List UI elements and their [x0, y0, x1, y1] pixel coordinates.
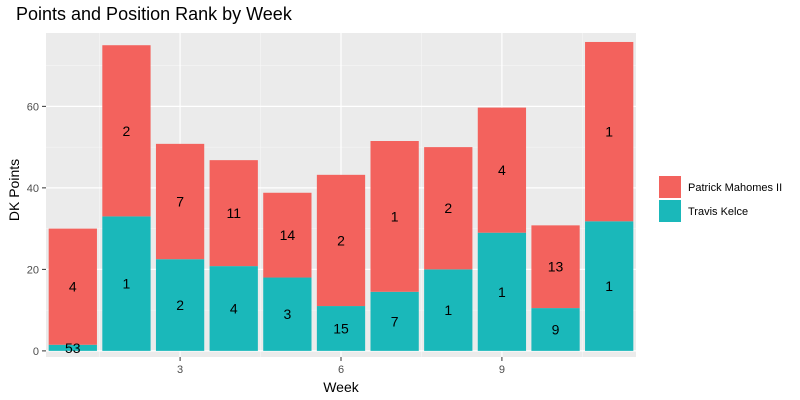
bar-patrick-mahomes: [209, 160, 258, 267]
bar-travis-kelce: [48, 344, 97, 351]
bar-travis-kelce: [316, 306, 366, 351]
chart-title: Points and Position Rank by Week: [16, 4, 293, 24]
bar-travis-kelce: [370, 291, 419, 351]
bar-label-travis-kelce: 3: [283, 306, 291, 322]
bar-label-patrick-mahomes: 1: [391, 208, 399, 224]
bar-label-patrick-mahomes: 2: [444, 200, 452, 216]
bar-patrick-mahomes: [155, 143, 205, 260]
bar-label-patrick-mahomes: 4: [498, 162, 506, 178]
bar-label-travis-kelce: 7: [391, 313, 399, 329]
y-tick-label: 40: [27, 183, 39, 195]
bar-patrick-mahomes: [316, 174, 366, 307]
bar-patrick-mahomes: [263, 192, 312, 278]
x-axis-title: Week: [323, 379, 360, 395]
bar-label-travis-kelce: 9: [552, 321, 560, 337]
x-tick-label: 6: [338, 364, 344, 376]
bar-label-travis-kelce: 4: [230, 301, 238, 317]
bar-label-travis-kelce: 1: [444, 302, 452, 318]
bar-patrick-mahomes: [48, 228, 97, 345]
bar-patrick-mahomes: [477, 107, 527, 233]
bar-travis-kelce: [424, 269, 473, 351]
bar-travis-kelce: [102, 216, 151, 351]
legend: Patrick Mahomes II Travis Kelce: [659, 176, 782, 222]
bar-label-travis-kelce: 1: [605, 278, 613, 294]
legend-label: Travis Kelce: [688, 206, 748, 218]
y-tick-label: 60: [27, 101, 39, 113]
bar-label-travis-kelce: 1: [123, 276, 131, 292]
bar-label-patrick-mahomes: 11: [226, 205, 241, 221]
bar-label-travis-kelce: 1: [498, 284, 506, 300]
bar-patrick-mahomes: [585, 41, 634, 222]
bar-label-patrick-mahomes: 14: [280, 227, 296, 243]
y-axis-title: DK Points: [6, 159, 22, 221]
bar-label-patrick-mahomes: 2: [337, 232, 345, 248]
bar-patrick-mahomes: [531, 225, 580, 309]
bar-label-patrick-mahomes: 4: [69, 279, 77, 295]
bar-travis-kelce: [155, 259, 205, 351]
bar-travis-kelce: [477, 232, 527, 351]
bar-travis-kelce: [209, 266, 258, 351]
x-tick-label: 3: [177, 364, 183, 376]
x-tick-label: 9: [499, 364, 505, 376]
bar-label-travis-kelce: 15: [333, 320, 349, 336]
bar-patrick-mahomes: [102, 45, 151, 217]
bar-patrick-mahomes: [370, 141, 419, 292]
bar-label-patrick-mahomes: 2: [123, 123, 131, 139]
bar-travis-kelce: [531, 308, 580, 351]
bar-travis-kelce: [263, 277, 312, 351]
bars: [48, 41, 634, 351]
y-tick-label: 0: [33, 346, 39, 358]
bar-label-patrick-mahomes: 1: [605, 124, 613, 140]
y-tick-label: 20: [27, 264, 39, 276]
bar-travis-kelce: [585, 221, 634, 351]
bar-label-patrick-mahomes: 7: [176, 194, 184, 210]
legend-label: Patrick Mahomes II: [688, 182, 782, 194]
legend-key: [659, 176, 681, 198]
bar-label-travis-kelce: 2: [176, 297, 184, 313]
bar-label-patrick-mahomes: 13: [548, 259, 564, 275]
bar-label-travis-kelce: 53: [65, 340, 81, 356]
bar-patrick-mahomes: [424, 147, 473, 270]
axes: 0 20 40 60 3 6 9: [27, 101, 505, 376]
legend-key: [659, 200, 681, 222]
